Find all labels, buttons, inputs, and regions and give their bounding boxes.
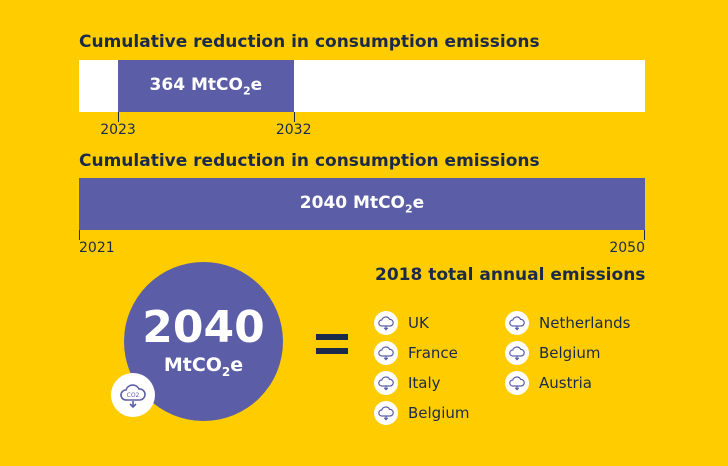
chart-1-tick-end [293, 112, 295, 122]
chart-2-bar-label: 2040 MtCO2e [299, 192, 425, 216]
chart-2-tick-start [79, 230, 80, 240]
chart-2-track: 2040 MtCO2e [79, 178, 645, 230]
co2-cloud-icon [505, 371, 529, 395]
chart-2-tick-label-start: 2021 [79, 240, 115, 256]
co2-cloud-icon: CO2 [111, 373, 155, 417]
chart-2-bar: 2040 MtCO2e [79, 178, 645, 230]
co2-cloud-icon [374, 371, 398, 395]
emissions-title: 2018 total annual emissions [375, 265, 646, 285]
co2-cloud-icon [374, 341, 398, 365]
co2-cloud-icon [505, 311, 529, 335]
equals-sign [316, 334, 348, 362]
country-label: Italy [408, 374, 441, 392]
svg-text:CO2: CO2 [127, 392, 140, 399]
total-value: 2040 [142, 302, 265, 353]
chart-1-track: 364 MtCO2e [79, 60, 645, 112]
country-item: Italy [374, 371, 441, 395]
chart-1-bar-label: 364 MtCO2e [149, 74, 263, 98]
country-item: UK [374, 311, 429, 335]
country-label: Belgium [539, 344, 601, 362]
country-label: Austria [539, 374, 592, 392]
chart-1-tick-label-start: 2023 [100, 122, 136, 138]
chart-1-tick-label-end: 2032 [275, 122, 312, 138]
country-item: Austria [505, 371, 592, 395]
country-label: France [408, 344, 458, 362]
country-label: Belgium [408, 404, 470, 422]
co2-cloud-icon [505, 341, 529, 365]
chart-2-tick-label-end: 2050 [609, 240, 645, 256]
country-item: France [374, 341, 458, 365]
co2-cloud-icon [374, 401, 398, 425]
chart-1-title: Cumulative reduction in consumption emis… [79, 32, 540, 52]
chart-2-tick-end [644, 230, 645, 240]
country-item: Belgium [374, 401, 470, 425]
chart-1-tick-start [118, 112, 120, 122]
chart-1-bar: 364 MtCO2e [118, 60, 294, 112]
country-label: UK [408, 314, 429, 332]
country-label: Netherlands [539, 314, 631, 332]
co2-cloud-icon [374, 311, 398, 335]
country-item: Belgium [505, 341, 601, 365]
total-unit: MtCO2e [163, 354, 244, 379]
country-item: Netherlands [505, 311, 630, 335]
chart-2-title: Cumulative reduction in consumption emis… [79, 151, 540, 171]
